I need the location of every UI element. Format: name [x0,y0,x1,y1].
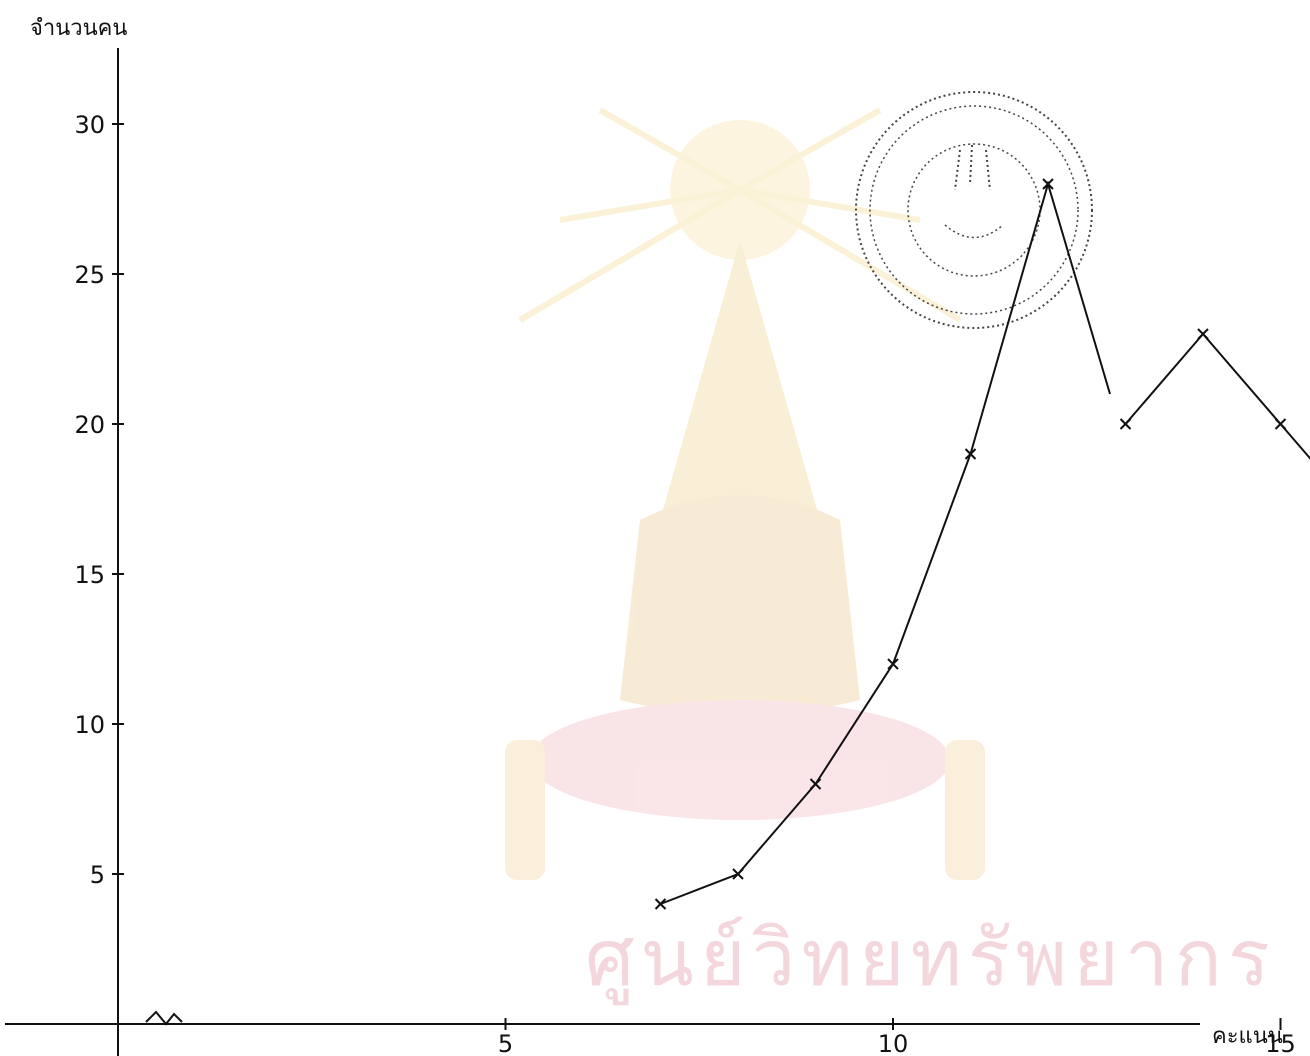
series-line-segment-2 [1124,332,1310,460]
data-point [809,778,822,790]
x-axis-title: คะแนน [1212,1024,1283,1049]
data-point [964,448,977,460]
x-tick-label: 5 [498,1030,513,1056]
data-point [1119,418,1132,430]
data-point [654,898,667,910]
y-tick-label: 5 [90,861,105,889]
data-point [1197,328,1209,340]
y-tick-label: 15 [74,561,105,589]
data-point [1042,178,1054,190]
axis-break [145,1010,183,1026]
y-tick-label: 25 [74,261,105,289]
data-point [887,658,899,670]
y-tick-label: 30 [74,111,105,139]
y-tick-label: 20 [74,411,105,439]
x-tick-label: 10 [878,1030,909,1056]
y-axis-title: จำนวนคน [30,16,127,41]
data-point [732,868,744,880]
watermark-text: ศูนย์วิทยทรัพยากร [585,914,1276,1005]
x-tick-label: 15 [1265,1030,1296,1056]
watermark-emblem [505,107,985,880]
data-point [1274,418,1287,430]
y-tick-label: 10 [74,711,105,739]
